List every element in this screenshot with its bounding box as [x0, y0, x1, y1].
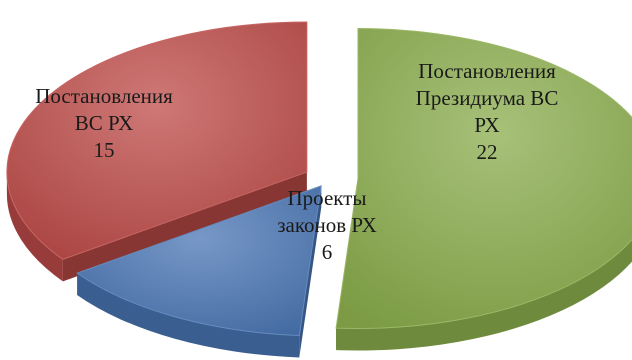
- data-label-line: ВС РХ: [75, 111, 134, 135]
- data-label-line: Постановления: [35, 84, 173, 108]
- data-label: Проекты законов РХ 6: [277, 186, 377, 264]
- pie-labels: Постановления Президиума ВС РХ 22 Проекты зак…: [35, 59, 558, 264]
- data-label-line: РХ: [474, 113, 499, 137]
- slice-top: [76, 185, 322, 336]
- pie-slice: [335, 28, 632, 351]
- data-label-line: Проекты: [288, 186, 367, 210]
- pie-slices: [6, 21, 632, 358]
- pie-slice: [6, 21, 308, 282]
- slice-wall: [336, 239, 632, 351]
- data-label-value: 6: [322, 240, 333, 264]
- slice-wall: [77, 273, 300, 358]
- data-label: Постановления ВС РХ 15: [35, 84, 173, 162]
- data-label-line: Президиума ВС: [416, 86, 559, 110]
- data-label-value: 15: [94, 138, 115, 162]
- slice-side-face: [299, 185, 322, 358]
- slice-side-face: [62, 172, 307, 282]
- slice-wall: [6, 172, 63, 282]
- data-label: Постановления Президиума ВС РХ 22: [416, 59, 559, 164]
- pie-slice: [76, 185, 322, 358]
- data-label-value: 22: [477, 140, 498, 164]
- data-label-line: законов РХ: [277, 213, 377, 237]
- data-label-line: Постановления: [418, 59, 556, 83]
- slice-top: [335, 28, 632, 329]
- slice-top: [6, 21, 308, 260]
